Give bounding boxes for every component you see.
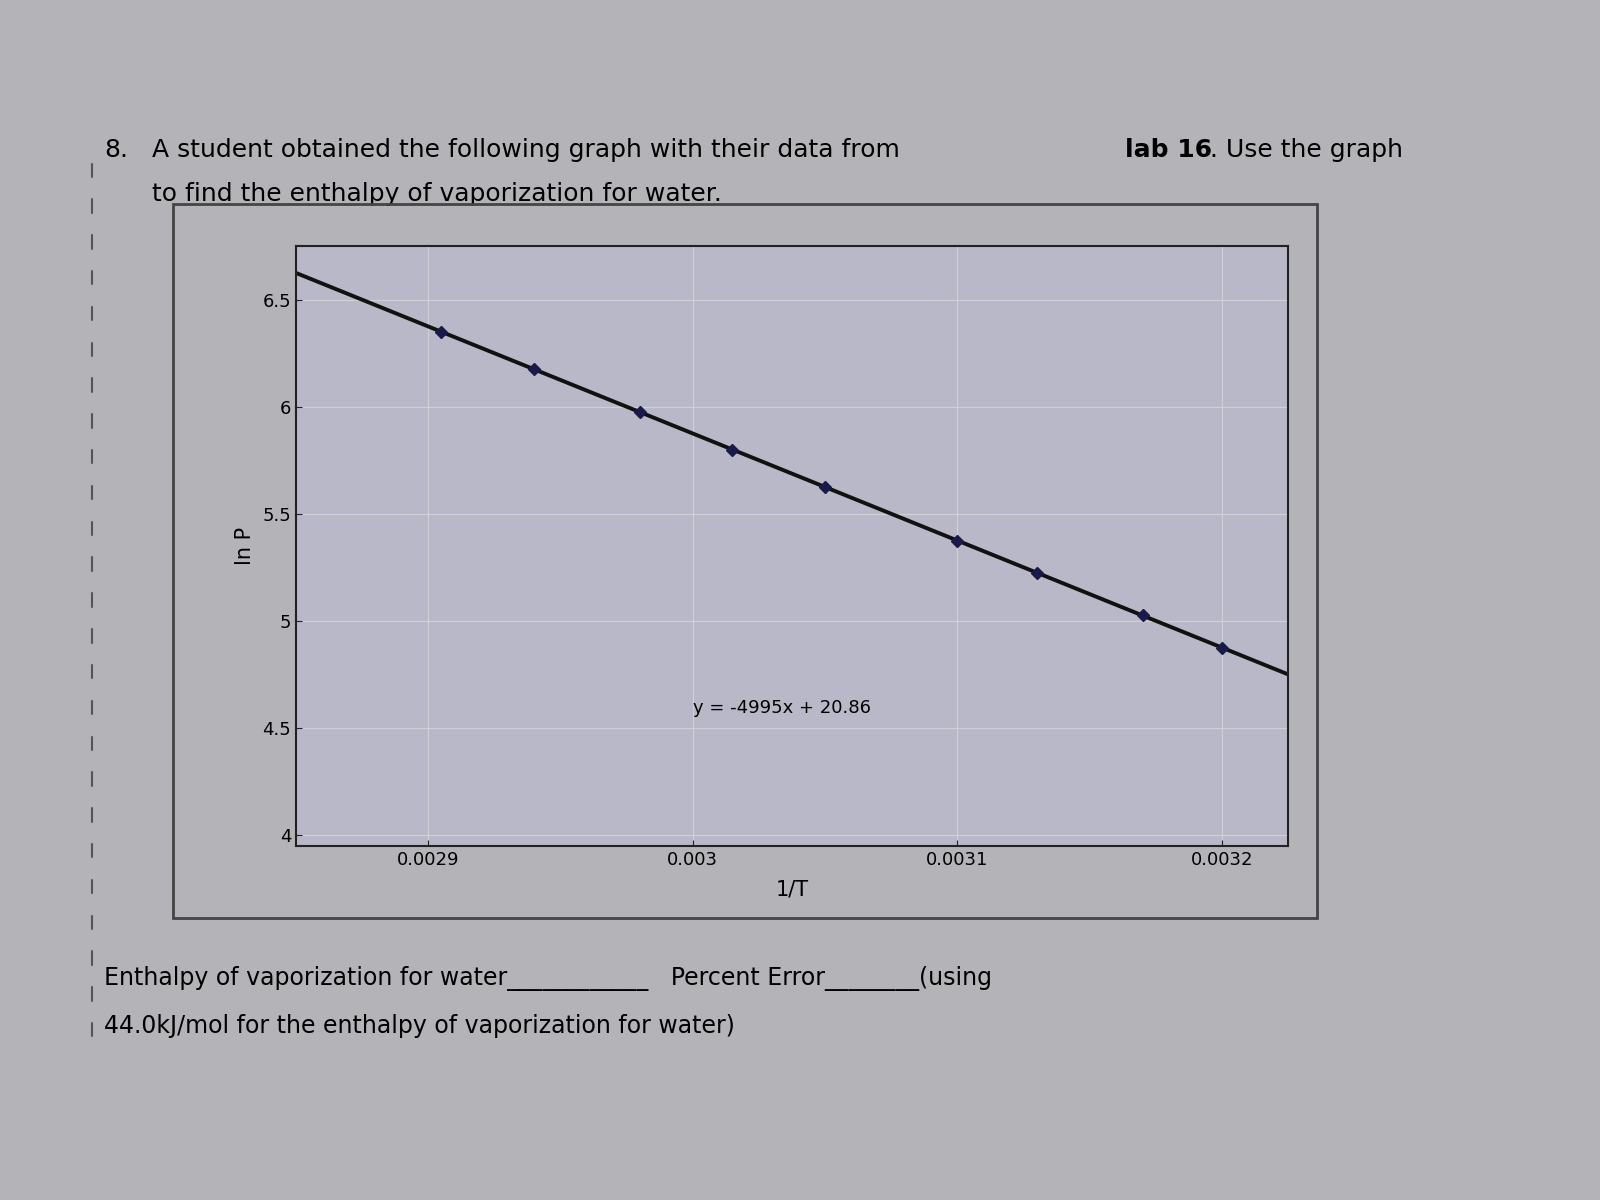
Y-axis label: ln P: ln P bbox=[235, 527, 256, 565]
Text: 8.: 8. bbox=[104, 138, 128, 162]
Text: . Use the graph: . Use the graph bbox=[1210, 138, 1403, 162]
X-axis label: 1/T: 1/T bbox=[776, 880, 808, 900]
Text: to find the enthalpy of vaporization for water.: to find the enthalpy of vaporization for… bbox=[152, 182, 722, 206]
Text: lab 16: lab 16 bbox=[1125, 138, 1211, 162]
Text: y = -4995x + 20.86: y = -4995x + 20.86 bbox=[693, 700, 870, 718]
Text: Enthalpy of vaporization for water____________   Percent Error________(using: Enthalpy of vaporization for water______… bbox=[104, 966, 992, 991]
Text: 44.0kJ/mol for the enthalpy of vaporization for water): 44.0kJ/mol for the enthalpy of vaporizat… bbox=[104, 1014, 734, 1038]
Text: A student obtained the following graph with their data from: A student obtained the following graph w… bbox=[152, 138, 907, 162]
